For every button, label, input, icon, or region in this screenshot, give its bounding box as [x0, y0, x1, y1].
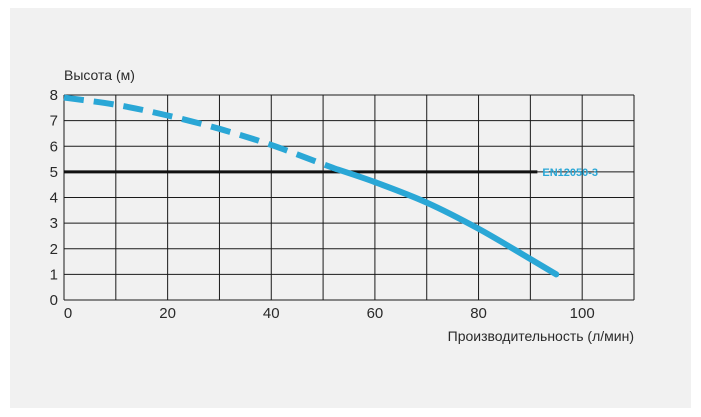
x-axis-label: Производительность (л/мин) [448, 328, 634, 344]
y-tick-label: 4 [50, 190, 58, 207]
y-tick-label: 3 [50, 215, 58, 232]
y-tick-label: 0 [50, 292, 58, 309]
chart-panel [10, 8, 691, 408]
reference-line-label: EN12050-3 [542, 167, 598, 179]
y-tick-label: 5 [50, 164, 58, 181]
x-tick-label: 100 [570, 305, 595, 322]
y-tick-label: 2 [50, 241, 58, 258]
y-tick-label: 6 [50, 138, 58, 155]
series-dashed-curve [63, 94, 335, 171]
x-tick-label: 80 [470, 305, 487, 322]
series-solid-curve [330, 165, 560, 278]
x-axis-ticks: 0 20 40 60 80 100 [64, 305, 595, 322]
y-tick-label: 7 [50, 113, 58, 130]
x-tick-label: 60 [367, 305, 384, 322]
y-axis-label: Высота (м) [64, 67, 135, 83]
y-axis-ticks: 0 1 2 3 4 5 6 7 8 [50, 87, 58, 309]
x-tick-label: 0 [64, 305, 72, 322]
grid [63, 94, 635, 301]
y-tick-label: 8 [50, 87, 58, 104]
y-tick-label: 1 [50, 266, 58, 283]
x-tick-label: 20 [159, 305, 176, 322]
x-tick-label: 40 [263, 305, 280, 322]
